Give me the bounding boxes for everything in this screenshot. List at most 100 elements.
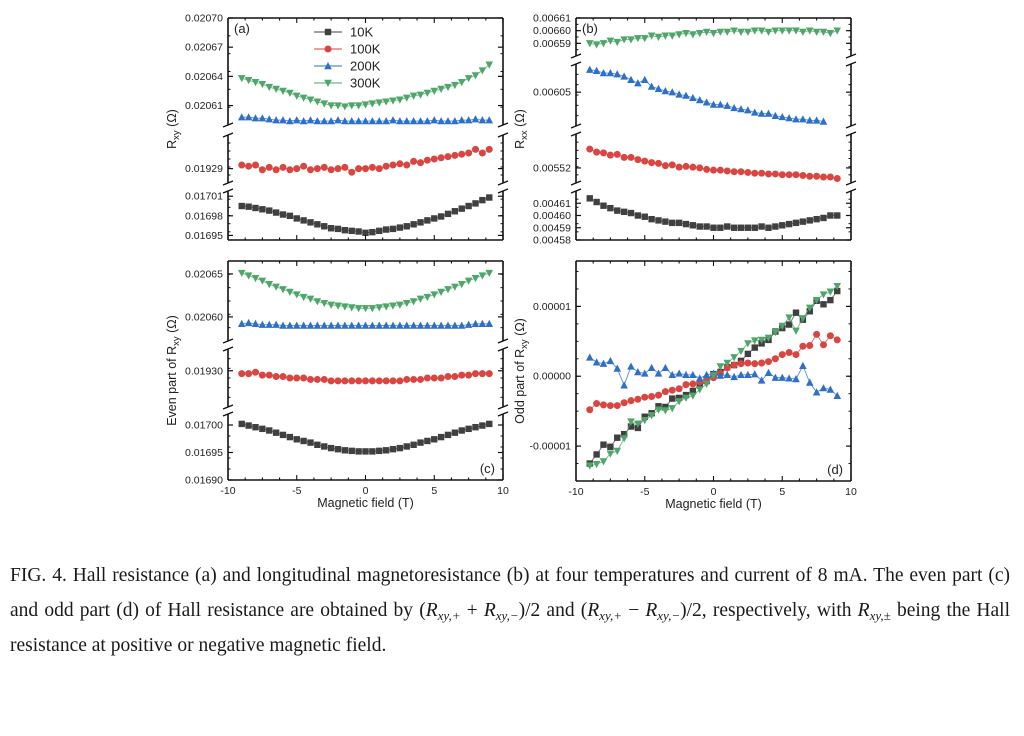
marker-triangle-down <box>599 458 608 466</box>
marker-triangle-down <box>396 301 404 309</box>
marker-square <box>827 296 834 304</box>
marker-triangle-down <box>430 291 439 299</box>
marker-triangle-up <box>723 101 732 109</box>
marker-triangle-up <box>771 111 780 120</box>
marker-triangle-down <box>485 61 494 69</box>
x-tick-label: 0 <box>711 486 717 498</box>
axis-break-mark <box>222 411 234 417</box>
marker-triangle-up <box>778 373 787 381</box>
marker-circle <box>730 168 738 176</box>
marker-triangle-up <box>299 321 308 329</box>
marker-triangle-up <box>324 62 332 70</box>
series-10K <box>238 194 493 237</box>
marker-triangle-down <box>457 281 466 289</box>
series-line-300K <box>241 272 490 309</box>
marker-triangle-up <box>444 117 452 125</box>
marker-triangle-up <box>361 117 370 125</box>
marker-triangle-down <box>292 92 301 100</box>
marker-circle <box>682 381 690 389</box>
marker-square <box>300 437 307 445</box>
marker-triangle-down <box>354 305 363 313</box>
marker-triangle-up <box>757 376 766 384</box>
marker-triangle-down <box>744 28 752 36</box>
marker-square <box>238 420 245 428</box>
marker-circle <box>655 391 662 399</box>
marker-square <box>486 420 493 428</box>
marker-circle <box>348 377 356 385</box>
marker-square <box>396 224 404 231</box>
x-tick-label: 5 <box>431 485 437 497</box>
y-axis-title: Rxx (Ω) <box>513 109 530 149</box>
y-tick-label: 0.00001 <box>533 301 571 313</box>
marker-triangle-up <box>764 109 773 117</box>
marker-triangle-up <box>771 373 780 381</box>
marker-triangle-up <box>292 321 301 329</box>
marker-triangle-down <box>805 304 814 312</box>
marker-circle <box>430 374 438 382</box>
marker-square <box>751 224 758 231</box>
marker-triangle-down <box>778 322 787 330</box>
marker-square <box>286 433 294 441</box>
y-axis-title: Odd part of Rxy (Ω) <box>513 318 530 424</box>
marker-square <box>472 424 479 431</box>
marker-triangle-up <box>402 321 411 329</box>
x-axis-title: Magnetic field (T) <box>317 496 414 510</box>
marker-triangle-down <box>682 394 690 402</box>
marker-triangle-down <box>723 359 732 367</box>
y-tick-label: 0.01700 <box>185 420 223 432</box>
marker-square <box>620 208 628 216</box>
marker-triangle-down <box>606 450 615 458</box>
marker-triangle-down <box>792 327 800 335</box>
panel-label: (b) <box>582 21 598 36</box>
marker-triangle-up <box>258 114 267 122</box>
marker-circle <box>300 162 308 170</box>
marker-triangle-up <box>402 117 411 125</box>
y-tick-label: 0.00605 <box>533 87 571 99</box>
figure-caption: FIG. 4. Hall resistance (a) and longitud… <box>10 558 1010 663</box>
marker-triangle-down <box>689 392 697 400</box>
marker-square <box>451 429 459 436</box>
y-tick-label: 0.00459 <box>533 222 571 234</box>
marker-circle <box>375 377 383 385</box>
marker-circle <box>586 145 594 153</box>
x-tick-label: 0 <box>363 485 369 497</box>
marker-triangle-up <box>286 117 294 125</box>
marker-circle <box>833 174 841 182</box>
y-tick-label: 0.00552 <box>533 162 571 174</box>
marker-circle <box>403 161 411 169</box>
caption-text-3: )/2, respectively, with <box>680 600 858 621</box>
marker-square <box>362 448 369 455</box>
axis-break-mark <box>497 180 509 186</box>
axis-break-mark <box>570 123 582 129</box>
marker-triangle-up <box>778 112 787 121</box>
marker-triangle-down <box>471 275 480 283</box>
marker-square <box>813 215 820 223</box>
marker-triangle-down <box>764 334 773 342</box>
marker-triangle-down <box>757 336 766 344</box>
marker-circle <box>696 164 704 172</box>
marker-square <box>376 227 383 235</box>
marker-triangle-up <box>437 321 445 329</box>
marker-square <box>641 213 648 220</box>
marker-triangle-down <box>347 102 356 110</box>
marker-circle <box>620 399 628 407</box>
marker-triangle-up <box>792 115 800 123</box>
marker-circle <box>279 373 287 381</box>
marker-square <box>472 200 479 207</box>
y-tick-label: 0.00458 <box>533 235 571 247</box>
marker-triangle-down <box>402 299 411 308</box>
marker-triangle-up <box>640 75 649 83</box>
y-tick-label: 0.00460 <box>533 210 571 222</box>
marker-square <box>410 441 417 448</box>
marker-triangle-up <box>668 370 677 379</box>
marker-triangle-down <box>826 288 835 296</box>
marker-square <box>272 209 280 216</box>
marker-triangle-down <box>437 288 445 296</box>
marker-triangle-up <box>471 115 480 123</box>
marker-triangle-up <box>620 72 628 80</box>
marker-triangle-up <box>695 374 704 382</box>
marker-circle <box>252 161 259 169</box>
marker-triangle-down <box>716 28 725 36</box>
marker-circle <box>620 153 628 161</box>
marker-circle <box>606 402 614 410</box>
